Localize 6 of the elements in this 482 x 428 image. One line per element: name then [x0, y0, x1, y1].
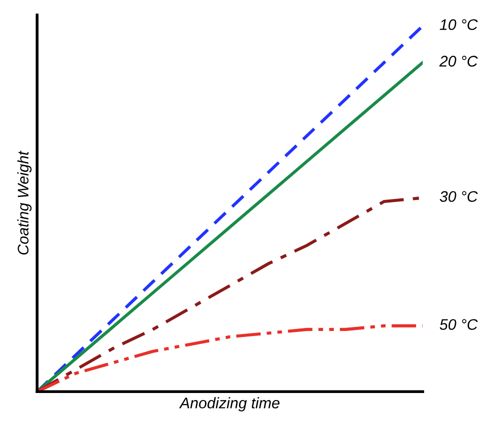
y-axis-title: Coating Weight — [17, 150, 32, 255]
x-axis-title: Anodizing time — [179, 397, 280, 412]
series-label: 10 °C — [440, 19, 478, 30]
series-label: 30 °C — [440, 191, 478, 202]
series-label: 50 °C — [440, 319, 478, 330]
series-label: 20 °C — [439, 56, 478, 67]
